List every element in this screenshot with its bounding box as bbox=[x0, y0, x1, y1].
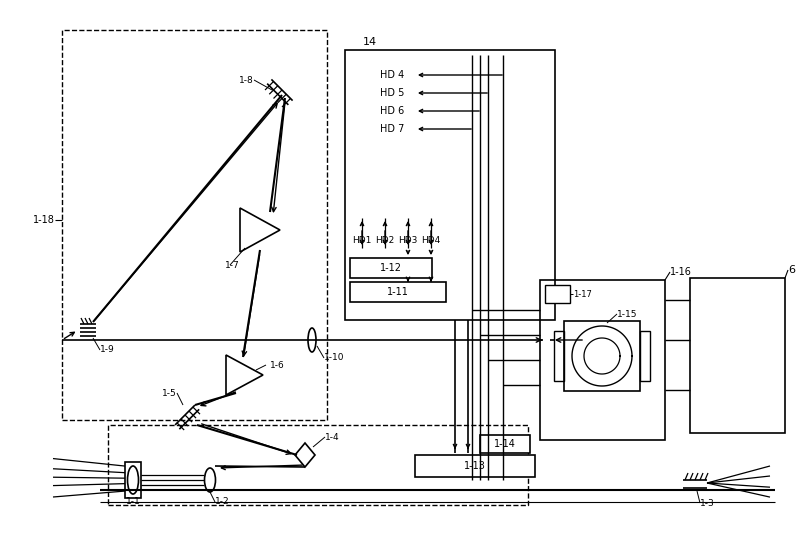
Bar bbox=[540, 280, 665, 440]
Text: 1-3: 1-3 bbox=[700, 499, 714, 508]
Text: 1-13: 1-13 bbox=[464, 461, 486, 471]
Text: 1-2: 1-2 bbox=[215, 498, 230, 507]
Text: 1-5: 1-5 bbox=[162, 388, 177, 398]
Text: 1-14: 1-14 bbox=[494, 439, 516, 449]
Text: HD 6: HD 6 bbox=[380, 106, 404, 116]
Text: 1-12: 1-12 bbox=[380, 263, 402, 273]
Bar bbox=[125, 462, 141, 498]
Bar bbox=[62, 30, 327, 420]
Ellipse shape bbox=[308, 328, 316, 352]
Bar bbox=[564, 321, 640, 391]
Text: HD3: HD3 bbox=[398, 235, 418, 244]
Bar bbox=[350, 282, 446, 302]
Text: 14: 14 bbox=[363, 37, 377, 47]
Text: 1-9: 1-9 bbox=[100, 346, 114, 355]
Text: 1-6: 1-6 bbox=[270, 361, 285, 370]
Bar bbox=[350, 258, 432, 278]
Bar bbox=[345, 50, 555, 320]
Text: 1-4: 1-4 bbox=[325, 432, 340, 441]
Bar bbox=[108, 425, 528, 505]
Text: HD2: HD2 bbox=[375, 235, 394, 244]
Text: HD1: HD1 bbox=[352, 235, 372, 244]
Text: 1-8: 1-8 bbox=[239, 75, 254, 85]
Text: HD 7: HD 7 bbox=[380, 124, 404, 134]
Text: 1-7: 1-7 bbox=[225, 261, 240, 270]
Ellipse shape bbox=[205, 468, 215, 492]
Text: 1-1: 1-1 bbox=[126, 498, 140, 507]
Text: 1-18: 1-18 bbox=[33, 215, 55, 225]
Text: HD 5: HD 5 bbox=[380, 88, 404, 98]
Ellipse shape bbox=[127, 466, 138, 494]
Text: 1-15: 1-15 bbox=[617, 310, 638, 318]
Bar bbox=[690, 278, 785, 433]
Bar bbox=[554, 331, 564, 381]
Text: 1-17: 1-17 bbox=[573, 289, 592, 299]
Text: 1-11: 1-11 bbox=[387, 287, 409, 297]
Bar bbox=[415, 455, 535, 477]
Bar bbox=[480, 435, 530, 453]
Text: HD4: HD4 bbox=[422, 235, 441, 244]
Text: HD 4: HD 4 bbox=[380, 70, 404, 80]
Text: 6: 6 bbox=[788, 265, 795, 275]
Text: 1-10: 1-10 bbox=[324, 354, 345, 363]
Bar bbox=[545, 285, 570, 303]
Text: 1-16: 1-16 bbox=[670, 267, 692, 277]
Bar bbox=[640, 331, 650, 381]
